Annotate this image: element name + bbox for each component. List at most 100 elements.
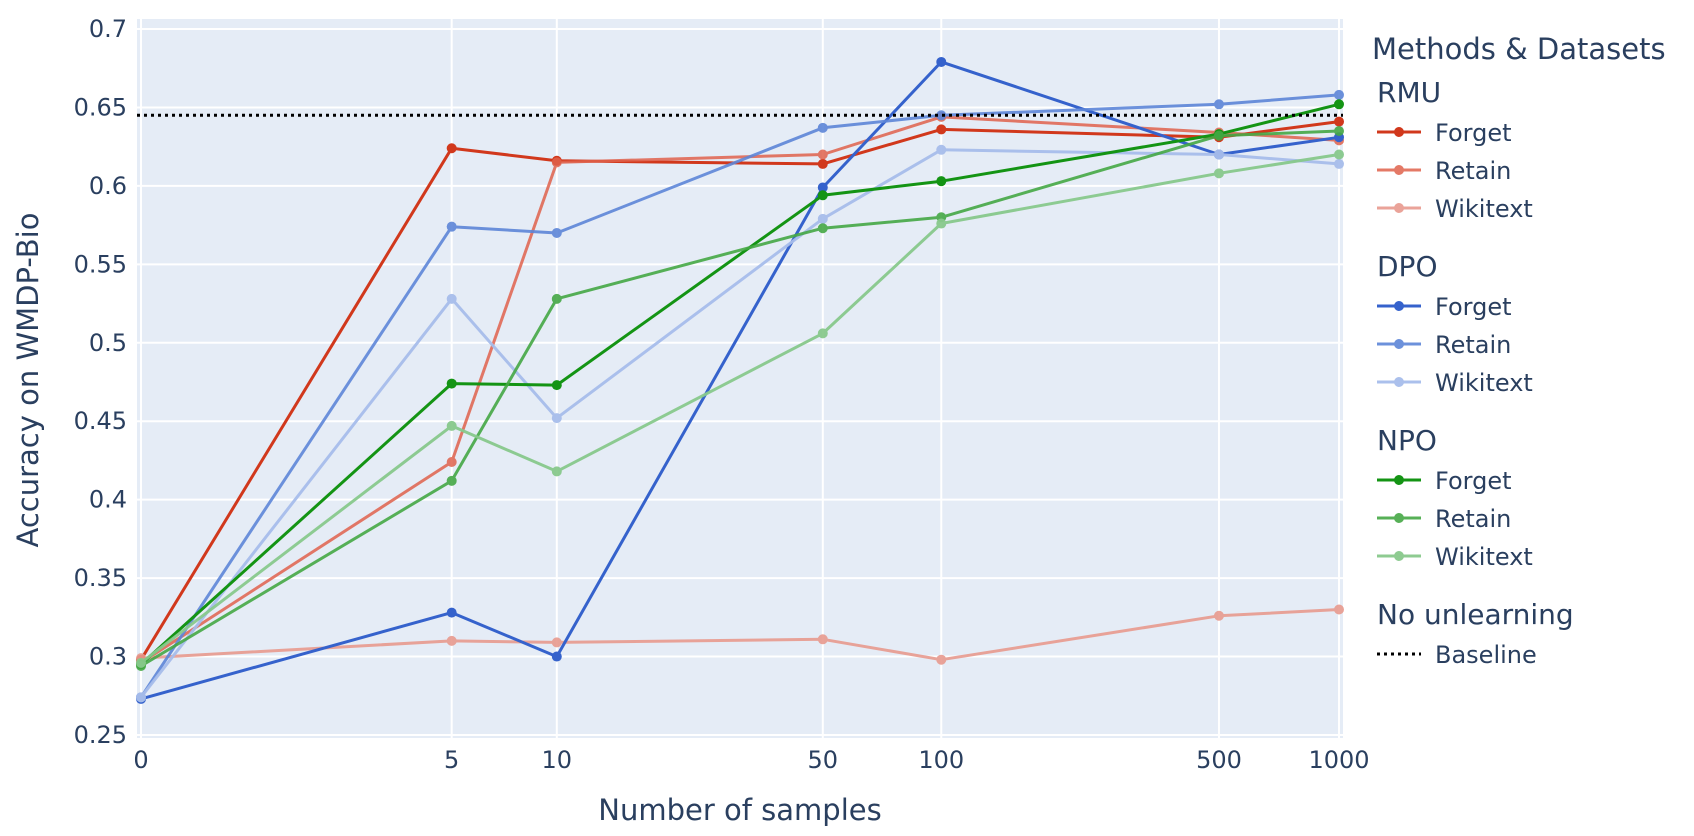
legend-item-rmu-forget: Forget [1377,119,1512,147]
dpo-wikitext-point [1334,158,1344,169]
y-tick-label: 0.55 [74,250,127,278]
x-tick-label: 0 [133,746,148,774]
y-tick-label: 0.65 [74,93,127,121]
legend-label: Baseline [1435,641,1537,669]
legend: Methods & Datasets RMU Forget Retain Wikite… [1372,32,1666,669]
npo-retain-point [1213,130,1224,141]
npo-retain-point [817,223,828,234]
legend-swatch [1377,513,1421,523]
y-tick-label: 0.25 [74,721,127,749]
dpo-wikitext-point [446,293,457,304]
rmu-forget-point [817,158,828,169]
y-tick-label: 0.5 [89,329,127,357]
legend-label: Wikitext [1435,369,1533,397]
legend-swatch [1377,377,1421,387]
legend-label: Forget [1435,293,1512,321]
legend-swatch [1377,339,1421,349]
rmu-retain-point [551,157,562,168]
rmu-forget-point [1334,116,1344,127]
legend-group-dpo: DPO [1377,250,1437,283]
dpo-retain-point [1213,99,1224,110]
y-tick-label: 0.3 [89,643,127,671]
npo-wikitext-point [136,657,146,668]
npo-retain-point [551,293,562,304]
dpo-wikitext-point [817,213,828,224]
legend-group-npo: NPO [1377,424,1437,457]
dpo-wikitext-series [136,144,1344,703]
legend-item-rmu-wikitext: Wikitext [1377,195,1533,223]
npo-retain-point [446,475,457,486]
dpo-forget-point [551,651,562,662]
npo-forget-point [446,378,457,389]
y-tick-label: 0.7 [89,15,127,43]
legend-item-dpo-wikitext: Wikitext [1377,369,1533,397]
y-axis-ticks: 0.25 0.3 0.35 0.4 0.45 0.5 0.55 0.6 0.65 0.7 [74,15,127,749]
legend-group-rmu: RMU [1377,76,1441,109]
x-tick-label: 50 [808,746,839,774]
legend-item-npo-wikitext: Wikitext [1377,543,1533,571]
dpo-wikitext-point [551,413,562,424]
npo-wikitext-point [1334,149,1344,160]
dpo-forget-point [817,182,828,193]
x-axis-ticks: 0 5 10 50 100 500 1000 [133,746,1369,774]
rmu-forget-point [936,124,947,135]
gridlines [137,19,1343,738]
legend-swatch [1377,301,1421,311]
npo-wikitext-point [446,420,457,431]
legend-item-dpo-forget: Forget [1377,293,1512,321]
dpo-wikitext-point [1213,149,1224,160]
npo-wikitext-point [817,328,828,339]
dpo-forget-point [446,607,457,618]
dpo-retain-point [551,227,562,238]
rmu-wikitext-point [936,654,947,665]
y-tick-label: 0.6 [89,172,127,200]
npo-forget-point [1334,99,1344,110]
legend-item-npo-forget: Forget [1377,467,1512,495]
dpo-retain-point [1334,89,1344,100]
x-tick-label: 100 [918,746,964,774]
rmu-retain-point [446,457,457,468]
rmu-wikitext-point [817,634,828,645]
dpo-forget-point [936,56,947,67]
x-tick-label: 10 [542,746,573,774]
rmu-retain-point [817,149,828,160]
npo-retain-series [136,125,1344,671]
x-axis-title: Number of samples [598,793,881,827]
legend-swatch [1377,475,1421,485]
legend-label: Retain [1435,331,1511,359]
y-tick-label: 0.35 [74,564,127,592]
legend-label: Forget [1435,119,1512,147]
legend-item-npo-retain: Retain [1377,505,1511,533]
legend-title: Methods & Datasets [1372,32,1666,66]
npo-wikitext-point [1213,168,1224,179]
legend-swatch [1377,203,1421,213]
npo-forget-point [551,380,562,391]
x-tick-label: 5 [444,746,459,774]
rmu-wikitext-point [446,635,457,646]
y-tick-label: 0.45 [74,407,127,435]
npo-wikitext-point [936,218,947,229]
npo-wikitext-point [551,466,562,477]
legend-swatch [1377,551,1421,561]
rmu-forget-point [446,143,457,154]
npo-retain-point [1334,125,1344,136]
x-tick-label: 500 [1196,746,1242,774]
dpo-wikitext-point [936,144,947,155]
y-tick-label: 0.4 [89,486,127,514]
dpo-retain-point [446,221,457,232]
y-axis-title: Accuracy on WMDP-Bio [11,213,45,548]
legend-label: Wikitext [1435,195,1533,223]
x-tick-label: 1000 [1308,746,1369,774]
series-layer [136,56,1344,704]
legend-item-dpo-retain: Retain [1377,331,1511,359]
rmu-wikitext-point [551,637,562,648]
npo-wikitext-series [136,149,1344,668]
rmu-wikitext-point [1213,610,1224,621]
legend-swatch [1377,127,1421,137]
npo-forget-point [936,176,947,187]
rmu-wikitext-point [1334,604,1344,615]
dpo-retain-point [936,110,947,121]
legend-label: Forget [1435,467,1512,495]
dpo-retain-point [817,122,828,133]
